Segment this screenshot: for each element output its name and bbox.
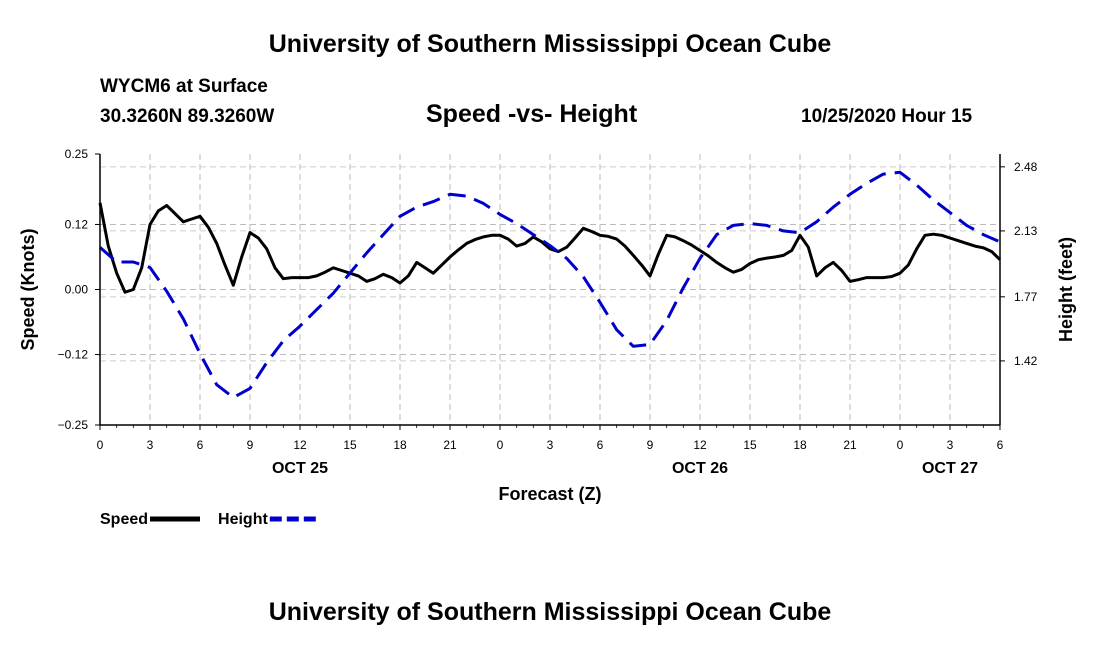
x-date-label: OCT 26 bbox=[672, 460, 728, 477]
legend-label-height: Height bbox=[218, 511, 268, 528]
x-tick-label: 15 bbox=[743, 438, 757, 452]
x-tick-label: 12 bbox=[293, 438, 307, 452]
x-date-label: OCT 27 bbox=[922, 460, 978, 477]
footer-title: University of Southern Mississippi Ocean… bbox=[268, 598, 832, 626]
x-tick-label: 3 bbox=[547, 438, 554, 452]
height-series-line bbox=[99, 170, 1001, 399]
y-tick-label: −0.12 bbox=[58, 348, 89, 362]
x-tick-label: 6 bbox=[997, 438, 1004, 452]
x-tick-label: 18 bbox=[393, 438, 407, 452]
x-tick-label: 9 bbox=[247, 438, 254, 452]
y-tick-label: −0.25 bbox=[58, 418, 89, 432]
y2-tick-label: 2.13 bbox=[1014, 224, 1038, 238]
grid-lines bbox=[100, 154, 1000, 425]
x-tick-label: 6 bbox=[197, 438, 204, 452]
y-axis-title: Speed (Knots) bbox=[18, 228, 38, 350]
x-tick-label: 6 bbox=[597, 438, 604, 452]
y2-tick-label: 2.48 bbox=[1014, 160, 1038, 174]
page-title: University of Southern Mississippi Ocean… bbox=[268, 30, 832, 58]
x-tick-label: 0 bbox=[497, 438, 504, 452]
x-tick-label: 9 bbox=[647, 438, 654, 452]
y2-tick-label: 1.77 bbox=[1014, 290, 1038, 304]
legend: Speed Height bbox=[100, 511, 320, 528]
station-label: WYCM6 at Surface bbox=[100, 76, 268, 97]
axes: 0 3 6 9 12 15 18 21 0 3 6 9 12 15 18 21 0 3 6 OCT 25 OCT 26 O… bbox=[18, 147, 1076, 504]
x-tick-label: 21 bbox=[843, 438, 857, 452]
series-lines bbox=[98, 170, 1002, 399]
legend-label-speed: Speed bbox=[100, 511, 148, 528]
x-tick-label: 21 bbox=[443, 438, 457, 452]
x-axis-title: Forecast (Z) bbox=[498, 484, 601, 504]
x-tick-label: 15 bbox=[343, 438, 357, 452]
y-tick-label: 0.00 bbox=[65, 283, 89, 297]
x-tick-label: 3 bbox=[147, 438, 154, 452]
x-tick-label: 0 bbox=[897, 438, 904, 452]
forecast-datetime: 10/25/2020 Hour 15 bbox=[801, 106, 973, 127]
x-date-label: OCT 25 bbox=[272, 460, 328, 477]
y2-axis-title: Height (feet) bbox=[1056, 237, 1076, 342]
x-tick-label: 3 bbox=[947, 438, 954, 452]
x-tick-label: 12 bbox=[693, 438, 707, 452]
speed-series-line bbox=[98, 202, 1002, 294]
x-tick-label: 18 bbox=[793, 438, 807, 452]
y2-tick-label: 1.42 bbox=[1014, 354, 1038, 368]
x-tick-label: 0 bbox=[97, 438, 104, 452]
station-coordinates: 30.3260N 89.3260W bbox=[100, 106, 275, 127]
y-tick-label: 0.12 bbox=[65, 217, 89, 231]
y-tick-label: 0.25 bbox=[65, 147, 89, 161]
chart-title: Speed -vs- Height bbox=[426, 100, 638, 128]
